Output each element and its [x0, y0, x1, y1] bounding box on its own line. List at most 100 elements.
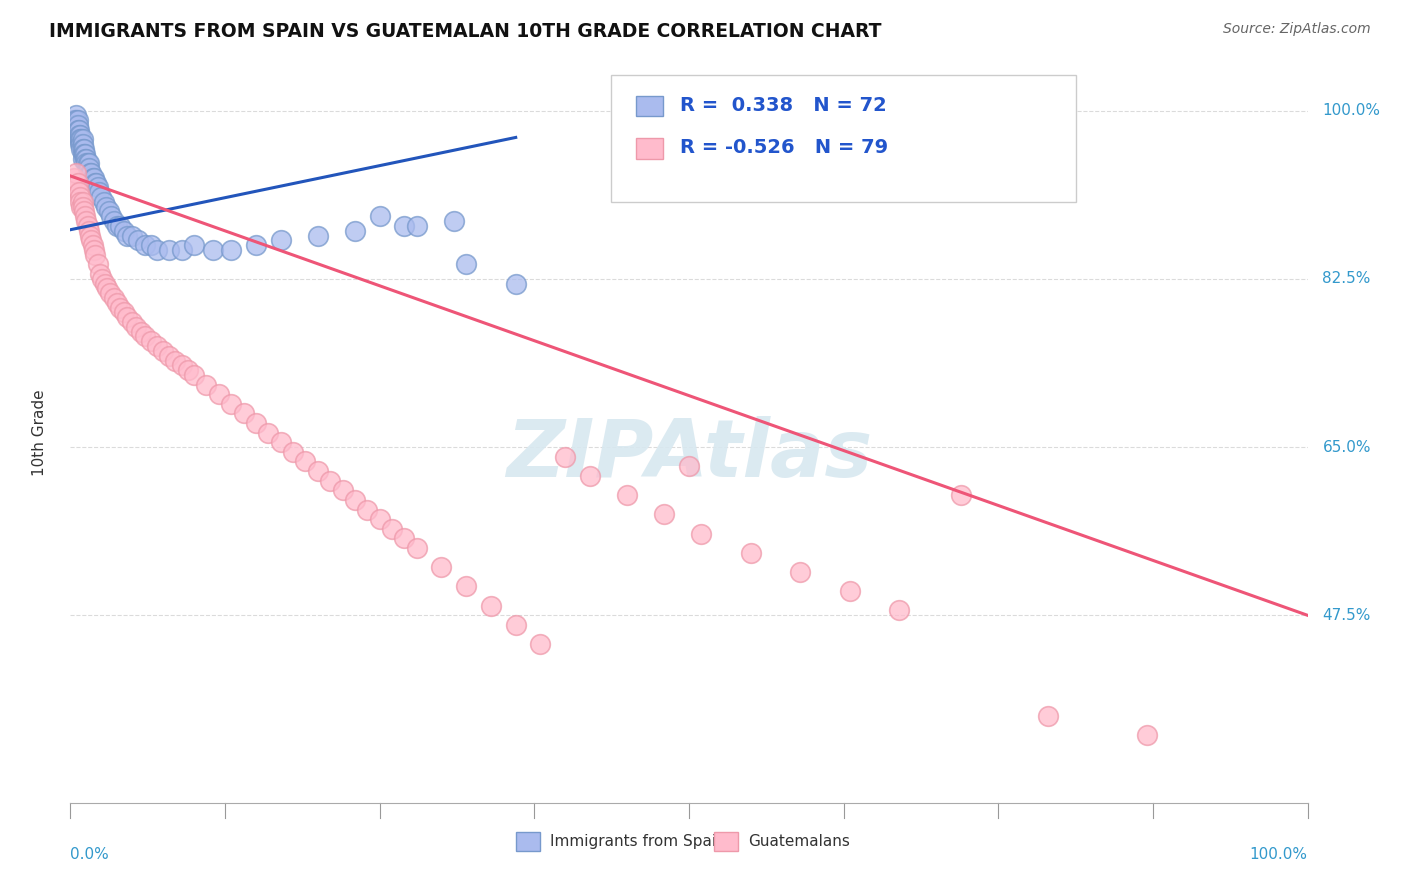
Point	[72, 146, 94, 161]
Point	[82, 238, 104, 252]
Point	[219, 397, 242, 411]
Point	[103, 214, 125, 228]
Point	[368, 512, 391, 526]
Point	[73, 204, 96, 219]
Point	[75, 152, 97, 166]
Point	[232, 406, 254, 420]
Point	[343, 492, 366, 507]
Text: ZIPAtlas: ZIPAtlas	[506, 416, 872, 494]
Point	[70, 200, 93, 214]
Point	[443, 214, 465, 228]
Point	[307, 228, 329, 243]
Point	[838, 584, 860, 599]
Point	[208, 387, 231, 401]
Point	[134, 238, 156, 252]
Point	[66, 122, 89, 136]
Point	[146, 243, 169, 257]
Point	[332, 483, 354, 498]
Text: Immigrants from Spain: Immigrants from Spain	[550, 834, 725, 849]
Point	[405, 541, 427, 555]
Point	[80, 233, 103, 247]
Text: 0.0%: 0.0%	[70, 847, 110, 863]
Text: IMMIGRANTS FROM SPAIN VS GUATEMALAN 10TH GRADE CORRELATION CHART: IMMIGRANTS FROM SPAIN VS GUATEMALAN 10TH…	[49, 22, 882, 41]
Point	[294, 454, 316, 468]
Point	[112, 305, 135, 319]
Text: 100.0%: 100.0%	[1250, 847, 1308, 863]
Point	[62, 118, 84, 132]
Point	[65, 122, 87, 136]
Point	[112, 224, 135, 238]
Point	[579, 469, 602, 483]
Point	[75, 146, 97, 161]
Point	[70, 142, 93, 156]
Point	[75, 152, 97, 166]
Point	[91, 272, 114, 286]
Point	[950, 488, 973, 502]
Point	[343, 224, 366, 238]
FancyBboxPatch shape	[636, 95, 664, 117]
Point	[93, 194, 115, 209]
Text: 100.0%: 100.0%	[1323, 103, 1381, 118]
Point	[87, 186, 110, 200]
Point	[307, 464, 329, 478]
Point	[89, 267, 111, 281]
Point	[554, 450, 576, 464]
Point	[134, 329, 156, 343]
Point	[69, 190, 91, 204]
Point	[678, 459, 700, 474]
Point	[170, 359, 193, 373]
Point	[108, 219, 131, 233]
Text: 65.0%: 65.0%	[1323, 440, 1371, 455]
Point	[129, 325, 152, 339]
Point	[83, 170, 105, 185]
Point	[183, 238, 205, 252]
Point	[65, 180, 87, 194]
Point	[98, 286, 121, 301]
Point	[139, 334, 162, 349]
Point	[90, 190, 112, 204]
Point	[82, 170, 104, 185]
Point	[115, 228, 138, 243]
Point	[76, 161, 98, 176]
Point	[77, 224, 100, 238]
Point	[270, 435, 292, 450]
Point	[125, 319, 148, 334]
Point	[127, 233, 149, 247]
Point	[67, 122, 90, 136]
Point	[456, 257, 478, 271]
Point	[319, 474, 342, 488]
FancyBboxPatch shape	[516, 832, 540, 851]
Point	[183, 368, 205, 382]
Point	[84, 248, 107, 262]
Point	[690, 526, 713, 541]
Point	[105, 295, 128, 310]
Text: 82.5%: 82.5%	[1323, 271, 1371, 286]
Point	[79, 166, 101, 180]
Point	[72, 137, 94, 152]
Point	[394, 219, 416, 233]
Point	[281, 445, 304, 459]
Point	[381, 522, 404, 536]
Point	[65, 118, 87, 132]
Point	[66, 113, 89, 128]
Point	[456, 579, 478, 593]
Point	[75, 209, 97, 223]
Point	[76, 156, 98, 170]
FancyBboxPatch shape	[612, 75, 1076, 202]
Point	[65, 113, 87, 128]
Point	[80, 166, 103, 180]
Point	[66, 176, 89, 190]
Point	[86, 257, 108, 271]
Text: 47.5%: 47.5%	[1323, 607, 1371, 623]
Point	[616, 488, 638, 502]
Point	[152, 343, 174, 358]
Point	[529, 637, 551, 651]
Point	[77, 161, 100, 176]
Point	[79, 228, 101, 243]
Point	[740, 546, 762, 560]
Point	[94, 277, 117, 291]
Point	[73, 142, 96, 156]
Point	[77, 156, 100, 170]
Point	[86, 180, 108, 194]
Text: Source: ZipAtlas.com: Source: ZipAtlas.com	[1223, 22, 1371, 37]
